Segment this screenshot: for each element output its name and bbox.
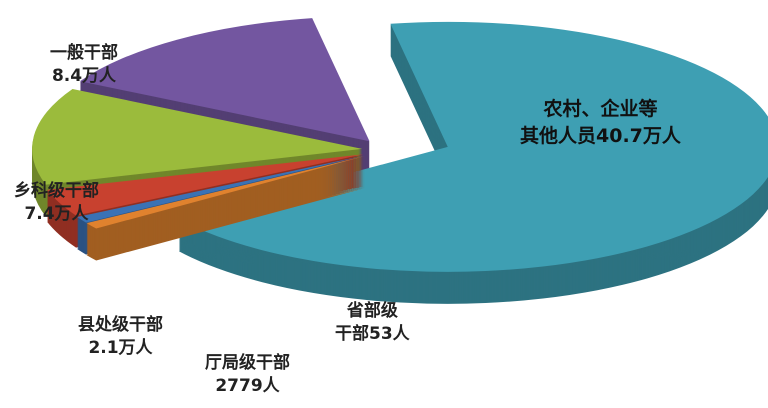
pie-slice-top — [86, 156, 366, 229]
label-bureau: 厅局级干部 2779人 — [205, 352, 290, 398]
pie-slice-1 — [86, 156, 366, 261]
label-provincial: 省部级 干部53人 — [335, 300, 410, 346]
pie-slice-top — [77, 155, 365, 223]
label-general: 一般干部 8.4万人 — [50, 42, 118, 88]
label-township-text: 乡科级干部 7.4万人 — [14, 181, 99, 224]
pie-slice-top — [47, 154, 364, 216]
pie-slice-top — [32, 88, 363, 185]
label-other-text: 农村、企业等 其他人员40.7万人 — [520, 98, 681, 147]
label-other: 农村、企业等 其他人员40.7万人 — [520, 96, 681, 150]
pie-slice-side — [86, 157, 366, 261]
pie-slice-0 — [178, 21, 768, 304]
label-provincial-text: 省部级 干部53人 — [335, 301, 410, 344]
pie-slice-top — [79, 18, 370, 142]
label-county: 县处级干部 2.1万人 — [78, 314, 163, 360]
label-bureau-text: 厅局级干部 2779人 — [205, 353, 290, 396]
label-general-text: 一般干部 8.4万人 — [50, 43, 118, 86]
pie-slice-top — [178, 21, 768, 272]
label-county-text: 县处级干部 2.1万人 — [78, 315, 163, 358]
label-township: 乡科级干部 7.4万人 — [14, 180, 99, 226]
